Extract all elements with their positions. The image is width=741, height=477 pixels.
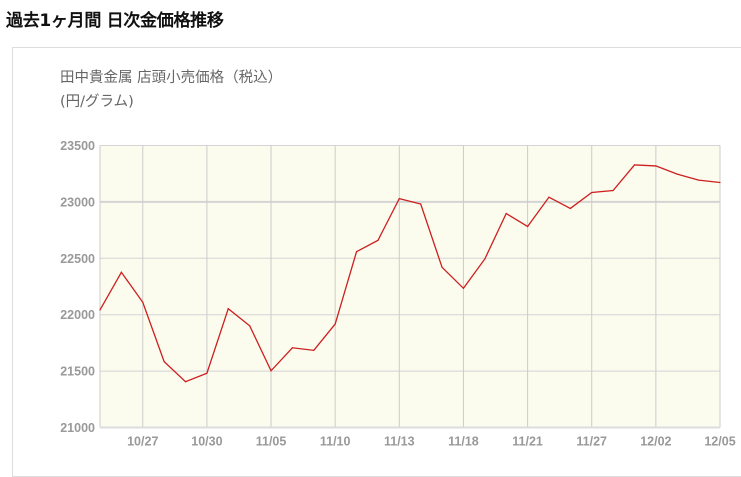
data-point xyxy=(99,309,101,311)
data-point xyxy=(120,271,122,273)
data-point xyxy=(206,372,208,374)
y-tick-label: 23000 xyxy=(60,195,95,209)
x-tick-label: 12/05 xyxy=(704,435,735,449)
price-series-line xyxy=(99,164,721,383)
y-tick-label: 21500 xyxy=(60,365,95,379)
x-tick-label: 11/13 xyxy=(384,435,415,449)
data-point xyxy=(355,251,358,253)
data-point xyxy=(142,301,144,303)
y-tick-label: 23500 xyxy=(60,139,95,153)
data-point xyxy=(484,258,486,260)
x-tick-label: 11/10 xyxy=(320,435,351,449)
price-line-chart: 21000 21500 22000 22500 23000 23500 10/27 10/30… xyxy=(60,139,735,449)
data-point xyxy=(270,370,272,372)
data-point xyxy=(526,225,529,228)
data-point xyxy=(334,323,336,325)
data-point xyxy=(655,165,657,167)
y-tick-label: 22000 xyxy=(60,308,95,322)
plot-area xyxy=(100,145,720,428)
data-point xyxy=(291,347,294,349)
data-point xyxy=(719,181,721,184)
data-point xyxy=(441,266,443,268)
data-point xyxy=(163,361,165,363)
data-point xyxy=(505,212,507,215)
x-tick-label: 10/27 xyxy=(127,435,158,449)
data-point xyxy=(227,308,229,310)
data-point xyxy=(612,189,614,192)
data-point xyxy=(698,179,700,181)
y-tick-label: 22500 xyxy=(60,252,95,266)
data-point xyxy=(676,173,678,175)
chart-title: 田中貴金属 店頭小売価格（税込） xyxy=(60,70,283,86)
data-point xyxy=(591,191,593,194)
data-point xyxy=(377,239,379,241)
x-tick-label: 11/27 xyxy=(576,435,607,449)
data-point xyxy=(249,325,251,327)
x-tick-label: 12/02 xyxy=(640,435,671,449)
x-tick-label: 11/18 xyxy=(448,435,479,449)
data-point xyxy=(184,381,187,383)
x-tick-label: 11/21 xyxy=(512,435,543,449)
page-title: 過去1ヶ月間 日次金価格推移 xyxy=(6,11,224,31)
data-point xyxy=(420,203,422,205)
data-point xyxy=(462,287,465,289)
x-tick-label: 10/30 xyxy=(191,435,222,449)
y-axis-unit: (円/グラム) xyxy=(60,94,134,110)
data-point xyxy=(398,198,400,200)
data-point xyxy=(548,196,550,198)
data-point xyxy=(569,207,571,210)
y-tick-label: 21000 xyxy=(60,421,95,435)
x-tick-label: 11/05 xyxy=(256,435,287,449)
data-point xyxy=(633,164,636,166)
data-point xyxy=(313,349,315,351)
